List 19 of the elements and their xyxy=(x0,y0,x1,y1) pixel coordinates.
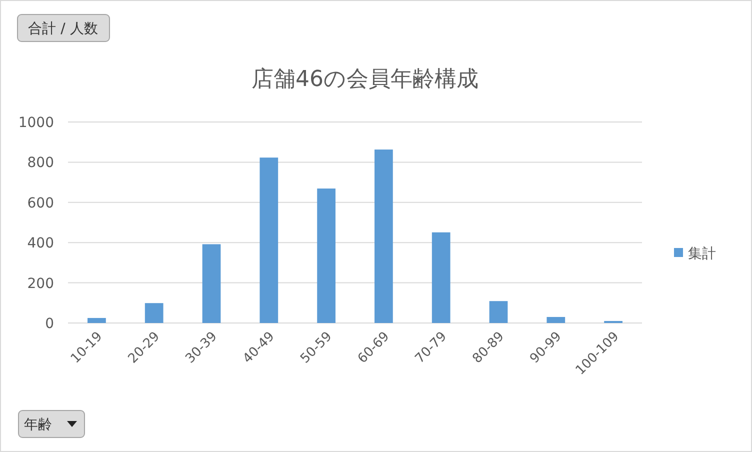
bar xyxy=(432,232,450,323)
text: 年齢 xyxy=(24,417,52,433)
bar xyxy=(144,303,164,323)
bar xyxy=(546,316,566,323)
bar xyxy=(317,188,336,323)
legend-label: 集計 xyxy=(688,246,716,262)
y-tick-label: 200 xyxy=(27,276,54,292)
bar xyxy=(260,158,278,323)
bar xyxy=(374,150,393,323)
y-tick-label: 800 xyxy=(27,155,54,172)
y-tick-label: 600 xyxy=(27,195,54,212)
chart-title: 店舗46の会員年齢構成 xyxy=(252,67,478,92)
bar xyxy=(88,318,106,323)
y-tick-label: 1000 xyxy=(18,115,54,131)
y-tick-label: 400 xyxy=(27,236,54,252)
bar xyxy=(202,244,221,323)
y-tick-label: 0 xyxy=(45,316,54,332)
bar xyxy=(489,301,508,323)
text: 合計 / 人数 xyxy=(28,21,98,37)
